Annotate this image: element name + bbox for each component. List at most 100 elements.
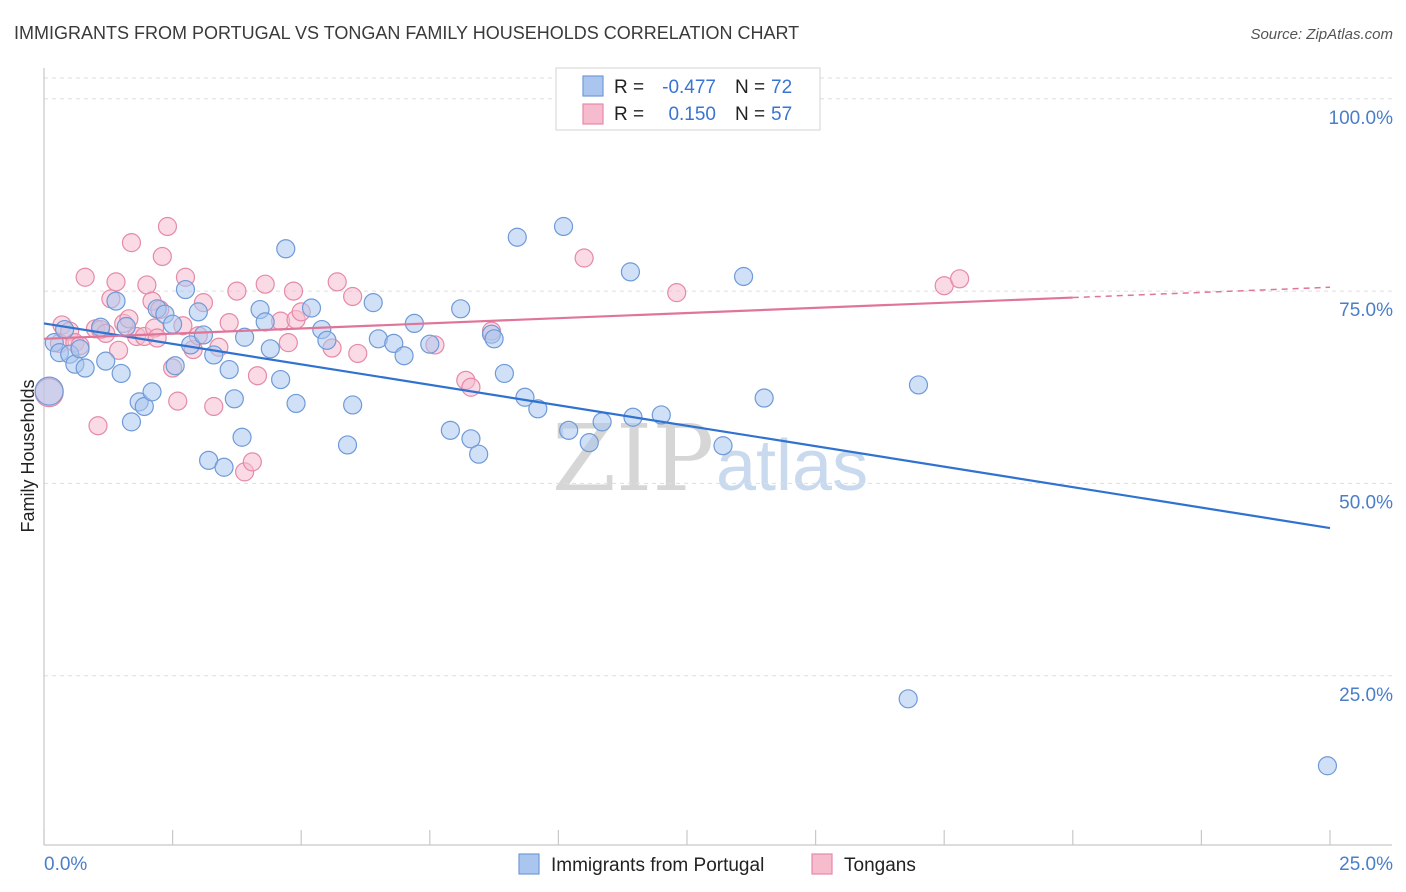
portugal-point-19 <box>163 314 183 334</box>
portugal-point-40 <box>317 330 337 350</box>
tongans-point-8 <box>88 416 108 436</box>
tongans-point-16 <box>121 233 142 253</box>
watermark-atlas: atlas <box>716 426 868 506</box>
x-tick-label-0: 0.0% <box>44 854 87 875</box>
y-tick-labels: 25.0% 50.0% 75.0% 100.0% <box>1329 108 1394 706</box>
portugal-point-59 <box>553 216 574 237</box>
y-axis-label: Family Households <box>18 379 38 532</box>
portugal-point-29 <box>224 389 244 409</box>
tongans-point-55 <box>667 283 687 303</box>
x-tick-labels: 0.0% 25.0% <box>44 854 1393 875</box>
y-tick-label-0: 25.0% <box>1339 685 1393 706</box>
tongans-point-52 <box>461 377 481 397</box>
legend-n-value-blue: 72 <box>771 77 792 98</box>
portugal-point-51 <box>461 429 481 449</box>
x-tick-marks <box>43 830 1331 845</box>
portugal-point-21 <box>175 279 196 300</box>
tongans-point-25 <box>157 216 178 237</box>
series-legend-swatch-tongans <box>811 853 833 875</box>
portugal-point-50 <box>451 299 471 319</box>
tongans-point-27 <box>168 391 188 411</box>
tongans-point-6 <box>75 267 95 287</box>
portugal-point-52 <box>469 444 489 464</box>
tongans-point-39 <box>247 366 268 386</box>
portugal-point-42 <box>343 395 363 415</box>
legend-r-label-blue: R = <box>614 77 644 98</box>
portugal-point-24 <box>193 325 214 345</box>
tongans-point-13 <box>108 340 129 360</box>
y-tick-label-3: 100.0% <box>1329 108 1394 129</box>
portugal-point-43 <box>363 293 383 313</box>
portugal-point-28 <box>219 359 239 380</box>
portugal-point-20 <box>165 356 185 376</box>
legend-n-value-pink: 57 <box>771 104 792 125</box>
axes <box>43 68 1392 846</box>
portugal-point-27 <box>214 457 234 477</box>
legend-swatch-blue <box>582 75 604 97</box>
portugal-point-62 <box>592 412 612 432</box>
portugal-points <box>34 216 1338 776</box>
portugal-point-34 <box>260 339 280 359</box>
portugal-point-3 <box>54 319 75 340</box>
legend-r-value-blue: -0.477 <box>662 77 716 98</box>
tongans-point-40 <box>255 274 275 294</box>
portugal-point-6 <box>70 339 90 359</box>
series-legend-label-tongans: Tongans <box>844 855 916 876</box>
y-tick-label-2: 75.0% <box>1339 300 1393 321</box>
portugal-point-10 <box>106 291 126 311</box>
portugal-point-33 <box>255 312 275 332</box>
portugal-point-12 <box>116 316 136 337</box>
portugal-point-30 <box>232 427 252 447</box>
tongans-point-57 <box>950 269 970 289</box>
stats-legend: R = -0.477 N = 72 R = 0.150 N = 57 <box>555 67 821 131</box>
series-legend-swatch-portugal <box>518 853 540 875</box>
tongans-point-47 <box>327 272 347 292</box>
portugal-point-68 <box>754 388 774 408</box>
portugal-point-54 <box>484 329 504 349</box>
source-credit: Source: ZipAtlas.com <box>1250 26 1393 43</box>
portugal-point-37 <box>286 393 306 414</box>
tongans-point-12 <box>106 272 126 292</box>
y-tick-label-1: 50.0% <box>1339 492 1393 513</box>
tongans-point-22 <box>147 328 167 348</box>
legend-n-label-blue: N = <box>735 77 765 98</box>
portugal-point-55 <box>494 363 514 384</box>
tongans-point-24 <box>152 246 172 267</box>
portugal-point-69 <box>908 375 929 395</box>
portugal-point-49 <box>440 420 460 440</box>
trend-lines <box>43 286 1331 530</box>
series-legend-label-portugal: Immigrants from Portugal <box>551 855 764 876</box>
tongans-point-38 <box>242 452 262 472</box>
gridlines <box>44 77 1392 677</box>
tongans-point-33 <box>204 396 224 417</box>
portugal-point-36 <box>276 239 296 259</box>
portugal-point-45 <box>384 333 404 354</box>
portugal-point-38 <box>301 298 322 318</box>
portugal-point-71 <box>1317 756 1338 776</box>
portugal-point-46 <box>394 346 414 366</box>
tongans-point-42 <box>278 333 298 353</box>
tongans-point-36 <box>227 281 247 301</box>
portugal-point-65 <box>651 405 671 425</box>
portugal-point-0 <box>34 376 64 406</box>
tongans-point-43 <box>283 281 304 301</box>
tongans-trend-line-dashed <box>1072 286 1331 299</box>
portugal-point-60 <box>559 420 579 440</box>
portugal-point-58 <box>528 399 548 419</box>
portugal-point-56 <box>507 227 527 247</box>
portugal-point-41 <box>337 435 358 455</box>
legend-r-value-pink: 0.150 <box>668 104 716 125</box>
portugal-point-31 <box>235 327 255 347</box>
chart-title: IMMIGRANTS FROM PORTUGAL VS TONGAN FAMIL… <box>14 23 799 43</box>
legend-n-label-pink: N = <box>735 104 765 125</box>
tongans-point-35 <box>219 313 239 333</box>
tongans-point-54 <box>574 248 594 268</box>
portugal-trend-line <box>43 322 1331 530</box>
portugal-point-66 <box>713 436 733 456</box>
portugal-point-61 <box>579 433 599 453</box>
x-tick-label-1: 25.0% <box>1339 854 1393 875</box>
tongans-point-48 <box>343 286 363 307</box>
tongans-trend-line <box>43 296 1073 340</box>
series-legend: Immigrants from Portugal Tongans <box>518 853 916 876</box>
